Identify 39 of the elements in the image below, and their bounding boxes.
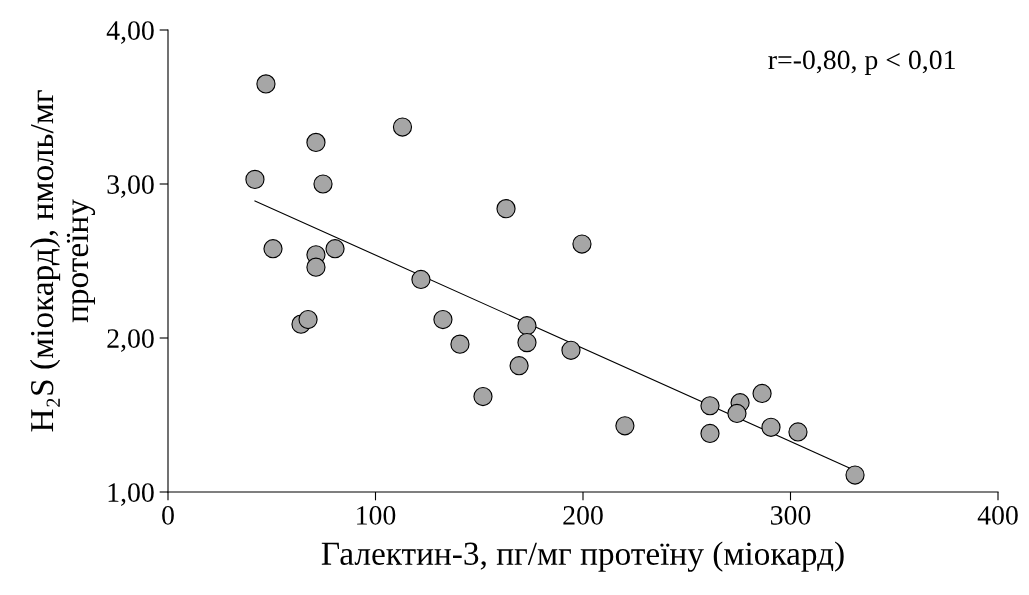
point <box>845 465 865 485</box>
x-tick-label: 200 <box>563 506 603 525</box>
point <box>450 334 470 354</box>
point <box>761 417 781 437</box>
point <box>517 333 537 353</box>
point <box>517 316 537 336</box>
point <box>245 169 265 189</box>
x-axis-title: Галектин-3, пг/мг протеїну (міокард) <box>321 541 844 572</box>
point <box>788 422 808 442</box>
point <box>615 416 635 436</box>
y-tick-label: 1,00 <box>108 483 154 506</box>
y-tick-label: 2,00 <box>107 329 154 352</box>
point <box>700 396 720 416</box>
x-tick-label: 100 <box>357 506 396 525</box>
x-tick-label: 300 <box>770 506 811 525</box>
point <box>727 403 747 424</box>
point <box>473 386 493 407</box>
point <box>572 234 592 254</box>
point <box>263 239 283 259</box>
point <box>325 239 345 259</box>
point <box>306 132 326 153</box>
point <box>752 383 772 404</box>
annotation: r=-0,80, p < 0,01 <box>768 50 955 75</box>
point <box>298 309 318 330</box>
point <box>496 199 516 219</box>
point <box>433 309 453 330</box>
x-tick-label: 0 <box>162 506 174 525</box>
point <box>306 257 326 277</box>
point <box>411 269 431 290</box>
point <box>561 340 581 360</box>
point <box>392 117 413 137</box>
x-tick-label: 400 <box>977 506 1018 525</box>
y-axis-title: H₂S (міокард), нмоль/мг протеїну <box>29 90 96 432</box>
point <box>509 356 529 376</box>
point <box>313 174 333 194</box>
y-tick-label: 3,00 <box>107 175 154 198</box>
point <box>256 74 276 94</box>
point <box>700 423 720 444</box>
y-tick-label: 4,00 <box>106 21 154 44</box>
